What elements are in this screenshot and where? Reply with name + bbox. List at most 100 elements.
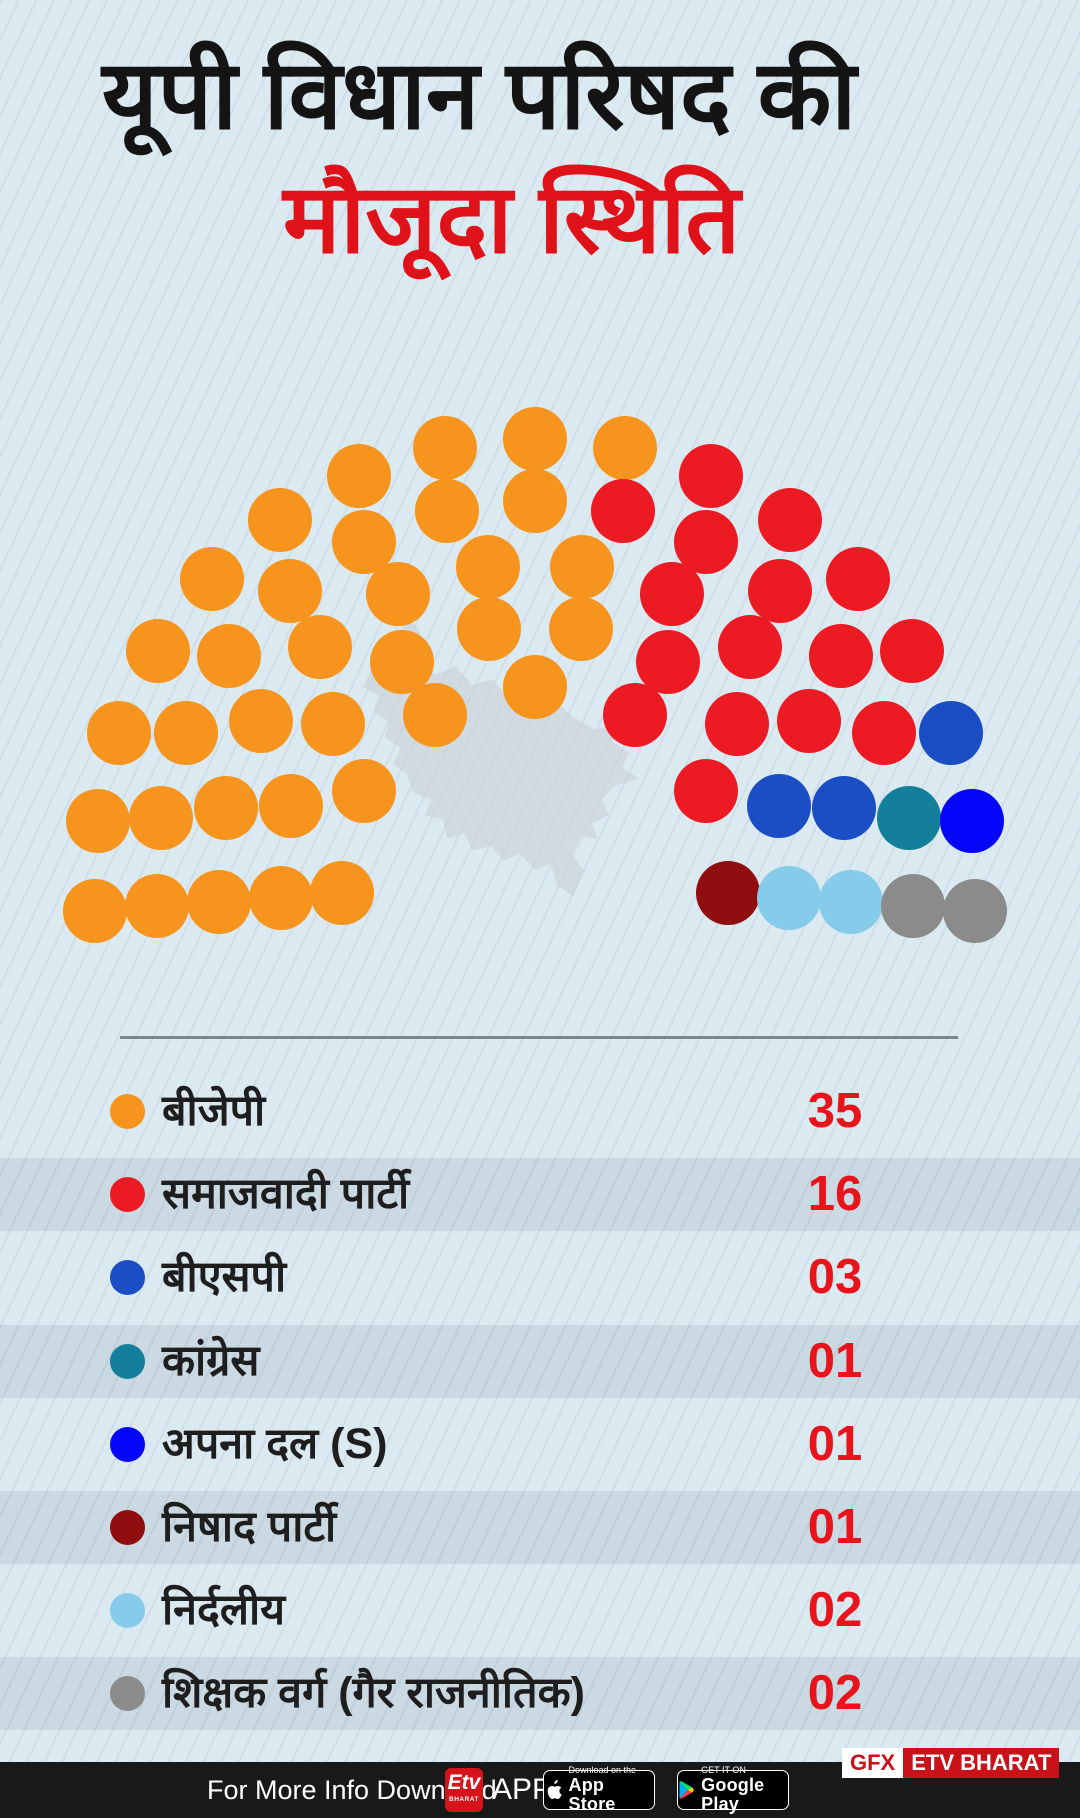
seat-dot — [63, 878, 128, 943]
legend-value: 16 — [807, 1167, 863, 1222]
seat-dot — [942, 878, 1007, 943]
google-play-badge-big-text: Google Play — [701, 1774, 765, 1814]
legend-row: समाजवादी पार्टी 16 — [0, 1153, 1080, 1236]
legend-label: निर्दलीय — [162, 1586, 286, 1635]
legend-row-band — [0, 1491, 1080, 1564]
legend-bullet — [110, 1343, 145, 1379]
legend-row-band — [0, 1158, 1080, 1232]
seat-dot — [591, 479, 656, 544]
legend-value: 01 — [807, 1500, 863, 1554]
seat-dot — [757, 487, 822, 552]
legend-row: निषाद पार्टी 01 — [0, 1486, 1080, 1569]
seat-dot — [819, 870, 884, 935]
seat-dot — [287, 615, 352, 680]
page-title-line2: मौजूदा स्थिति — [283, 166, 741, 273]
legend-label: कांग्रेस — [162, 1336, 260, 1385]
seat-dot — [258, 773, 323, 838]
seat-dot — [503, 407, 567, 471]
seat-dot — [674, 759, 739, 824]
legend-label: बीएसपी — [162, 1253, 287, 1302]
legend-row-band — [0, 1324, 1080, 1398]
legend-row: निर्दलीय 02 — [0, 1569, 1080, 1652]
seat-dot — [180, 547, 245, 612]
seat-dot — [331, 509, 396, 574]
app-store-badge-big-text: App Store — [568, 1774, 616, 1814]
legend-row-band — [0, 1657, 1080, 1731]
legend-value: 03 — [807, 1250, 863, 1305]
seat-dot — [257, 558, 322, 623]
seat-dot — [674, 509, 739, 574]
legend-bullet — [110, 1593, 145, 1629]
legend-value: 02 — [807, 1666, 863, 1721]
seat-dot — [549, 597, 614, 662]
legend-bullet — [110, 1510, 145, 1545]
seat-dot — [248, 865, 313, 930]
seat-dot — [939, 788, 1004, 853]
google-play-badge-small-text: GET IT ON — [701, 1765, 746, 1776]
seat-dot — [370, 630, 435, 695]
legend-row: बीएसपी 03 — [0, 1236, 1080, 1319]
seat-dot — [414, 479, 479, 544]
seat-dot — [125, 619, 190, 684]
seat-dot — [194, 776, 259, 841]
legend-bullet — [110, 1094, 145, 1129]
etv-bharat-label: ETV BHARAT — [903, 1748, 1060, 1778]
seat-dot — [153, 700, 218, 765]
legend-value: 01 — [807, 1333, 863, 1388]
seat-dot — [331, 759, 396, 824]
seat-dot — [811, 776, 876, 841]
seat-dot — [635, 630, 700, 695]
seat-dot — [301, 691, 366, 756]
seat-dot — [248, 487, 313, 552]
legend-bullet — [110, 1260, 145, 1296]
legend-label: निषाद पार्टी — [162, 1503, 337, 1551]
legend-label: समाजवादी पार्टी — [162, 1170, 410, 1219]
seat-dot — [413, 416, 478, 481]
app-store-badge-small-text: Download on the — [568, 1765, 637, 1776]
legend-value: 02 — [807, 1583, 863, 1638]
seat-dot — [124, 874, 189, 939]
seat-dot — [456, 597, 521, 662]
app-store-badge[interactable]: Download on the App Store — [543, 1765, 655, 1813]
legend-row: शिक्षक वर्ग (गैर राजनीतिक) 02 — [0, 1652, 1080, 1735]
seat-dot — [695, 861, 760, 926]
seat-dot — [678, 443, 743, 508]
seat-dot — [881, 874, 946, 939]
seat-dot — [66, 788, 131, 853]
seat-dot — [228, 688, 293, 753]
seat-dot — [129, 785, 194, 850]
seat-dot — [186, 870, 251, 935]
legend-row: बीजेपी 35 — [0, 1070, 1080, 1153]
seat-dot — [825, 547, 890, 612]
seat-dot — [640, 562, 705, 627]
seat-dot — [852, 700, 917, 765]
legend-label: बीजेपी — [162, 1087, 266, 1135]
etv-logo-sub: BHARAT — [449, 1796, 479, 1803]
legend-row: अपना दल (S) 01 — [0, 1403, 1080, 1486]
legend-row: कांग्रेस 01 — [0, 1320, 1080, 1403]
seat-dot — [603, 683, 668, 748]
seat-dot — [718, 615, 783, 680]
legend-bullet — [110, 1426, 145, 1462]
seat-dot — [365, 562, 430, 627]
seat-dot — [918, 700, 983, 765]
apple-icon — [547, 1779, 562, 1799]
seat-dot — [808, 623, 873, 688]
seat-dot — [704, 691, 769, 756]
seat-dot — [87, 700, 152, 765]
seat-dot — [880, 619, 945, 684]
seat-dot — [327, 443, 392, 508]
google-play-badge[interactable]: GET IT ON Google Play — [677, 1765, 789, 1813]
seat-dot — [876, 785, 941, 850]
seat-dot — [748, 558, 813, 623]
legend-value: 01 — [807, 1416, 863, 1471]
legend-value: 35 — [807, 1084, 863, 1138]
seat-dot — [747, 773, 811, 838]
parliament-seat-chart — [63, 407, 1007, 943]
legend-bullet — [110, 1676, 145, 1712]
gfx-etv-bharat-badge: GFX ETV BHARAT — [842, 1748, 1060, 1778]
seat-dot — [310, 861, 375, 926]
gfx-label: GFX — [842, 1748, 904, 1778]
legend-bullet — [110, 1177, 145, 1213]
seat-dot — [197, 623, 262, 688]
